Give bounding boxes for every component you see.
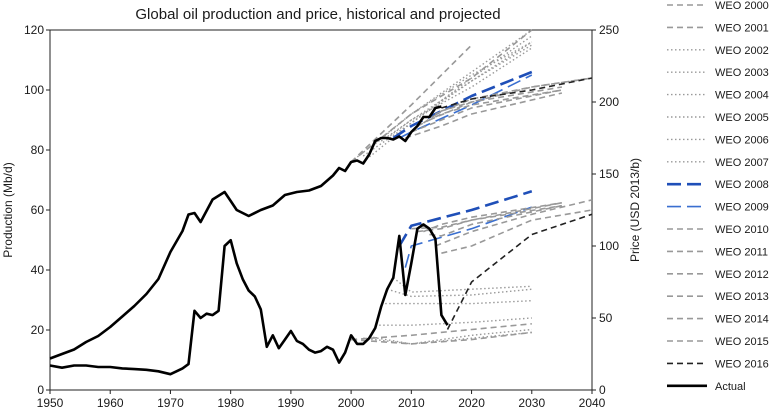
legend-label-weo-2005: WEO 2005	[715, 112, 769, 124]
y-right-tick-label: 50	[599, 311, 613, 325]
x-tick-label: 2030	[518, 396, 545, 410]
y-left-tick-label: 60	[31, 203, 45, 217]
series-weo-2000-price	[351, 323, 532, 341]
x-tick-label: 2010	[398, 396, 425, 410]
series-weo-2006-price	[386, 288, 532, 298]
y-right-tick-label: 100	[599, 239, 619, 253]
series-weo-2009-production	[398, 74, 533, 139]
x-tick-label: 2020	[458, 396, 485, 410]
projection-lines	[350, 29, 593, 345]
series-weo-2003-price	[369, 328, 532, 345]
legend-label-weo-2009: WEO 2009	[715, 202, 769, 214]
series-weo-2006-production	[380, 41, 533, 142]
series-actual-production	[49, 105, 442, 360]
series-weo-2005-production	[374, 41, 533, 145]
y-right-tick-label: 150	[599, 167, 619, 181]
series-weo-2007-production	[386, 47, 533, 139]
series-weo-2008-price	[398, 190, 533, 247]
series-actual-price	[49, 223, 449, 376]
series-weo-2013-price	[429, 204, 563, 237]
y-right-tick-label: 0	[599, 383, 606, 397]
left-axis-label: Production (Mb/d)	[1, 162, 15, 257]
series-weo-2015-production	[435, 77, 593, 115]
series-weo-2010-production	[405, 92, 563, 139]
actual-lines	[49, 105, 449, 376]
x-tick-label: 1970	[157, 396, 184, 410]
y-left-tick-label: 0	[37, 383, 44, 397]
series-weo-2002-price	[363, 331, 532, 345]
series-weo-2014-price	[435, 199, 593, 247]
legend-label-weo-2008: WEO 2008	[715, 179, 769, 191]
legend-label-weo-2016: WEO 2016	[715, 358, 769, 370]
legend-label-weo-2014: WEO 2014	[715, 314, 769, 326]
y-left-tick-label: 100	[24, 83, 44, 97]
axis-ticks: 1950 1960 1970 1980 1990 2000 2010 2020 2030 2040…	[24, 23, 619, 410]
x-tick-label: 1990	[278, 396, 305, 410]
x-tick-label: 1960	[97, 396, 124, 410]
plot-frame	[49, 29, 593, 391]
y-left-tick-label: 80	[31, 143, 45, 157]
series-weo-2001-price	[351, 331, 532, 345]
series-weo-2009-price	[404, 206, 533, 268]
legend: WEO 2000 WEO 2001 WEO 2002 WEO 2003 WEO 2004…	[667, 0, 769, 393]
legend-label-weo-2010: WEO 2010	[715, 224, 769, 236]
y-left-tick-label: 120	[24, 23, 44, 37]
series-weo-2008-production	[392, 70, 533, 140]
series-weo-2012-price	[423, 202, 563, 233]
legend-label-weo-2001: WEO 2001	[715, 22, 769, 34]
legend-label-weo-2013: WEO 2013	[715, 291, 769, 303]
chart-title: Global oil production and price, histori…	[135, 6, 500, 23]
series-weo-2007-price	[392, 277, 532, 293]
x-tick-label: 1980	[217, 396, 244, 410]
legend-label-weo-2003: WEO 2003	[715, 67, 769, 79]
legend-label-weo-2011: WEO 2011	[715, 246, 768, 258]
y-left-tick-label: 40	[31, 263, 45, 277]
series-weo-2016-price	[446, 213, 593, 330]
plot-area-border	[49, 29, 593, 391]
y-right-tick-label: 250	[599, 23, 619, 37]
legend-label-weo-2012: WEO 2012	[715, 269, 769, 281]
legend-label-actual: Actual	[715, 381, 746, 393]
y-right-tick-label: 200	[599, 95, 619, 109]
legend-label-weo-2006: WEO 2006	[715, 134, 769, 146]
series-weo-2005-price	[381, 300, 532, 305]
series-weo-2014-production	[429, 77, 593, 121]
legend-label-weo-2004: WEO 2004	[715, 90, 769, 102]
series-weo-2015-price	[441, 209, 593, 254]
legend-label-weo-2015: WEO 2015	[715, 336, 769, 348]
series-weo-2001-production	[350, 29, 533, 163]
series-weo-2016-production	[441, 77, 593, 109]
x-tick-label: 2000	[338, 396, 365, 410]
series-weo-2011-production	[411, 89, 563, 133]
legend-label-weo-2000: WEO 2000	[715, 0, 769, 12]
series-weo-2000-production	[350, 44, 473, 163]
legend-label-weo-2007: WEO 2007	[715, 157, 769, 169]
y-left-tick-label: 20	[31, 323, 45, 337]
x-tick-label: 2040	[579, 396, 606, 410]
legend-label-weo-2002: WEO 2002	[715, 45, 769, 57]
series-weo-2013-production	[422, 86, 563, 124]
x-tick-label: 1950	[37, 396, 64, 410]
right-axis-label: Price (USD 2013/b)	[628, 158, 642, 262]
series-weo-2004-production	[362, 44, 533, 157]
